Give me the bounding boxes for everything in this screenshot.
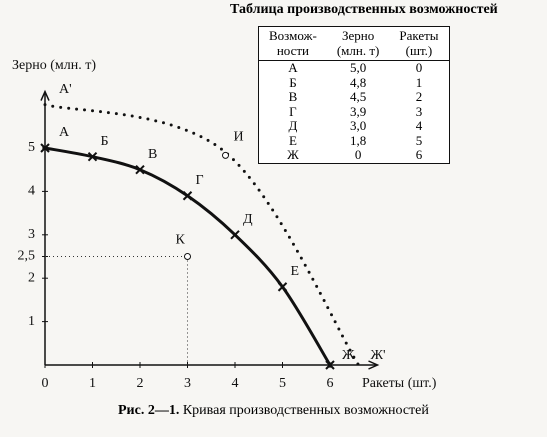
x-tick-label: 6 bbox=[327, 376, 334, 391]
point-label: В bbox=[148, 147, 157, 162]
table-row: Ж 0 6 bbox=[259, 147, 450, 163]
table-cell: 5 bbox=[415, 132, 423, 148]
y-axis-label: Зерно (млн. т) bbox=[12, 58, 96, 73]
y-axis-arrow bbox=[40, 89, 50, 101]
point-label: Г bbox=[196, 173, 204, 188]
table-title: Таблица производственных возможностей bbox=[230, 2, 498, 17]
table-cell: 1,8 bbox=[349, 132, 367, 148]
point-k bbox=[184, 253, 191, 260]
point-label: Д bbox=[243, 212, 253, 227]
point-marker bbox=[230, 230, 240, 240]
cross bbox=[182, 191, 193, 201]
table-cell: 2 bbox=[415, 89, 423, 104]
cross bbox=[135, 164, 145, 175]
cross bbox=[230, 230, 240, 240]
point-label: Б bbox=[101, 134, 109, 149]
table-row: В 4,5 2 bbox=[259, 89, 450, 105]
x-axis-label: Ракеты (шт.) bbox=[362, 376, 437, 391]
point-marker bbox=[277, 282, 288, 292]
table-cell: 4 bbox=[415, 118, 423, 133]
table-cell: 6 bbox=[415, 147, 423, 162]
table-cell: 0 bbox=[354, 147, 362, 162]
table-cell: 3 bbox=[415, 103, 423, 119]
x-axis-arrow bbox=[368, 360, 380, 370]
y-tick-label: 2 bbox=[28, 270, 35, 285]
caption: Рис. 2—1. Кривая производственных возмож… bbox=[118, 403, 429, 419]
y-tick-label: 1 bbox=[28, 314, 35, 329]
table-header: Возмож- ности bbox=[258, 26, 327, 61]
point-label: Е bbox=[291, 264, 300, 279]
table-row: Е 1,8 5 bbox=[259, 132, 450, 149]
point-label: Ж bbox=[342, 348, 355, 363]
table-cell: 4,5 bbox=[349, 89, 367, 104]
table-cell: Е bbox=[288, 132, 297, 148]
y-tick-label: 2,5 bbox=[18, 249, 36, 264]
point-label: А' bbox=[59, 82, 72, 97]
x-tick-label: 4 bbox=[232, 376, 239, 391]
curve bbox=[43, 103, 360, 367]
table-cell: В bbox=[288, 89, 298, 104]
table-row: Б 4,8 1 bbox=[259, 74, 450, 91]
table-header: Зерно (млн. т) bbox=[326, 26, 390, 61]
point-marker bbox=[135, 164, 145, 175]
table-row: Д 3,0 4 bbox=[259, 118, 450, 134]
table-header: Ракеты (шт.) bbox=[389, 26, 450, 61]
point-label: А bbox=[59, 125, 70, 140]
caption-text: Кривая производственных возможностей bbox=[182, 403, 429, 418]
point-marker bbox=[40, 143, 50, 153]
point-marker bbox=[87, 151, 98, 162]
table-row: А 5,0 0 bbox=[259, 60, 450, 76]
table-cell: 0 bbox=[415, 60, 423, 75]
cross bbox=[325, 360, 335, 370]
point-label: Ж' bbox=[371, 348, 386, 363]
point-marker bbox=[182, 191, 193, 201]
y-tick-label: 3 bbox=[28, 227, 35, 242]
table-cell: 1 bbox=[415, 74, 423, 90]
point-marker bbox=[325, 360, 335, 370]
x-tick-label: 0 bbox=[42, 376, 49, 391]
table-cell: Ж bbox=[287, 147, 299, 162]
table-cell: 3,0 bbox=[349, 118, 367, 133]
caption-number: Рис. 2—1. bbox=[118, 403, 180, 418]
point-label: К bbox=[176, 233, 186, 248]
table-cell: 3,9 bbox=[349, 103, 367, 119]
table-cell: 4,8 bbox=[349, 74, 367, 90]
table-cell: Г bbox=[289, 103, 297, 119]
table-cell: Б bbox=[289, 74, 297, 90]
table-cell: А bbox=[288, 60, 298, 75]
x-tick-label: 5 bbox=[279, 376, 286, 391]
y-tick-label: 5 bbox=[28, 140, 35, 155]
point-label: И bbox=[234, 130, 244, 145]
table-row: Г 3,9 3 bbox=[259, 103, 450, 120]
cross bbox=[40, 143, 50, 153]
table: Возмож- ности Зерно (млн. т) Ракеты (шт.) А… bbox=[258, 26, 450, 164]
cross bbox=[277, 282, 288, 292]
x-tick-label: 2 bbox=[137, 376, 144, 391]
cross bbox=[87, 151, 98, 162]
table-cell: Д bbox=[288, 118, 298, 133]
point-marker bbox=[222, 151, 229, 159]
x-tick-label: 3 bbox=[184, 376, 191, 391]
y-tick-label: 4 bbox=[28, 184, 35, 199]
table-cell: 5,0 bbox=[349, 60, 367, 75]
x-tick-label: 1 bbox=[89, 376, 96, 391]
